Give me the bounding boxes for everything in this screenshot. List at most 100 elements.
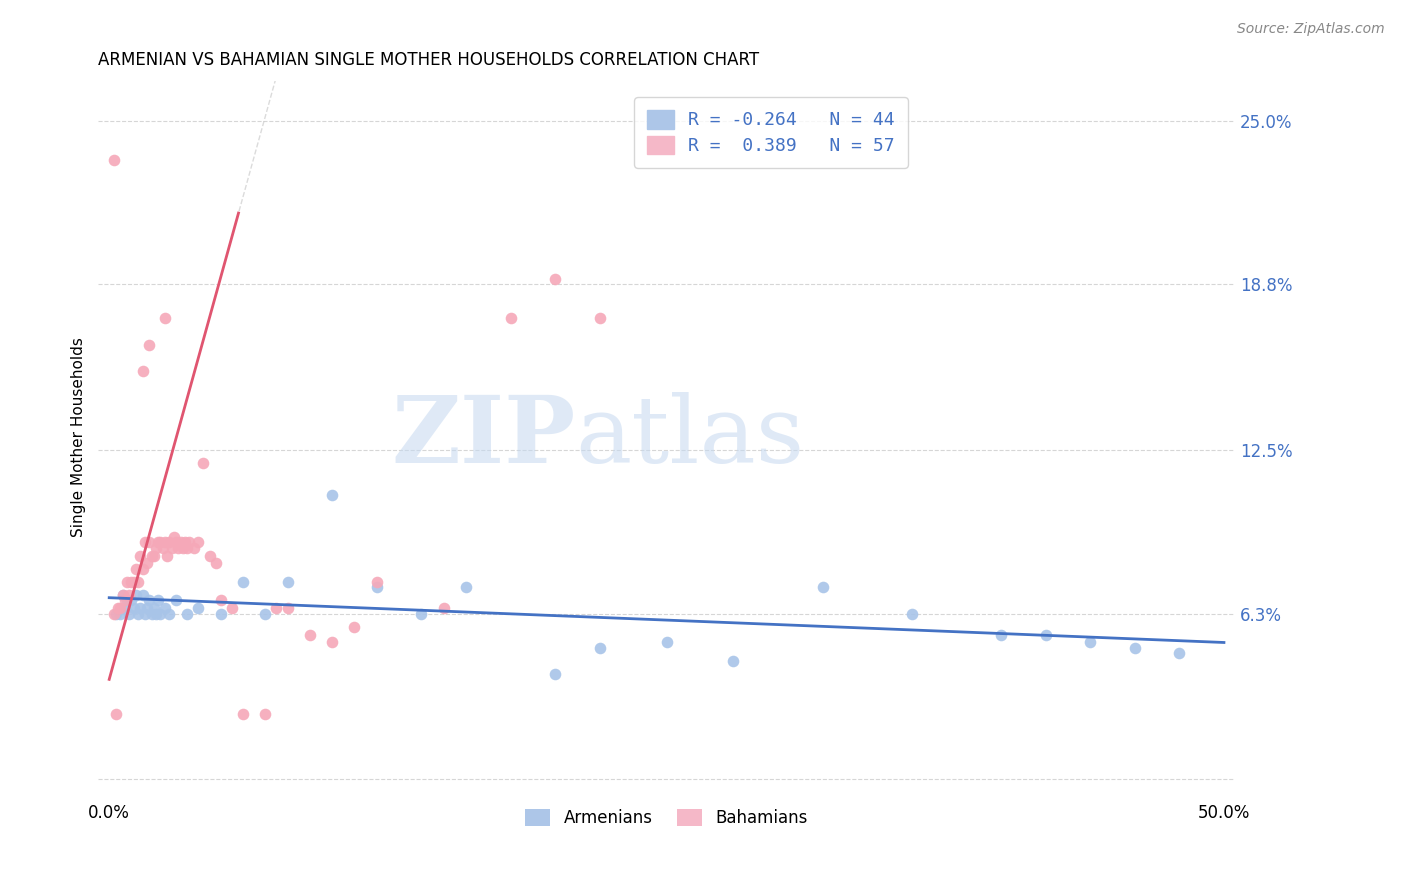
- Point: [103, 153, 125, 168]
- Point: [153, 601, 176, 615]
- Point: [198, 549, 221, 563]
- Point: [104, 706, 127, 721]
- Point: [277, 601, 299, 615]
- Point: [134, 607, 156, 621]
- Point: [115, 593, 138, 607]
- Point: [131, 588, 153, 602]
- Point: [121, 593, 143, 607]
- Point: [1168, 646, 1191, 660]
- Point: [118, 607, 141, 621]
- Point: [544, 272, 567, 286]
- Point: [138, 593, 160, 607]
- Point: [232, 706, 254, 721]
- Point: [655, 635, 678, 649]
- Point: [321, 635, 343, 649]
- Point: [183, 541, 205, 555]
- Point: [125, 562, 148, 576]
- Point: [104, 607, 127, 621]
- Point: [138, 338, 160, 352]
- Point: [167, 541, 190, 555]
- Point: [114, 593, 136, 607]
- Point: [110, 607, 132, 621]
- Point: [118, 588, 141, 602]
- Point: [1078, 635, 1101, 649]
- Point: [107, 601, 129, 615]
- Point: [1123, 640, 1146, 655]
- Point: [179, 535, 201, 549]
- Point: [141, 549, 163, 563]
- Point: [156, 549, 179, 563]
- Point: [136, 557, 159, 571]
- Point: [343, 620, 366, 634]
- Point: [157, 535, 180, 549]
- Point: [152, 541, 174, 555]
- Point: [142, 601, 165, 615]
- Text: Source: ZipAtlas.com: Source: ZipAtlas.com: [1237, 22, 1385, 37]
- Point: [157, 607, 180, 621]
- Text: ARMENIAN VS BAHAMIAN SINGLE MOTHER HOUSEHOLDS CORRELATION CHART: ARMENIAN VS BAHAMIAN SINGLE MOTHER HOUSE…: [98, 51, 759, 69]
- Point: [499, 311, 522, 326]
- Point: [138, 535, 160, 549]
- Legend: Armenians, Bahamians: Armenians, Bahamians: [519, 803, 814, 834]
- Point: [131, 364, 153, 378]
- Point: [254, 607, 277, 621]
- Point: [136, 601, 159, 615]
- Point: [114, 601, 136, 615]
- Point: [990, 627, 1012, 641]
- Point: [121, 574, 143, 589]
- Point: [176, 607, 198, 621]
- Point: [122, 574, 145, 589]
- Point: [298, 627, 321, 641]
- Point: [454, 580, 477, 594]
- Point: [266, 601, 288, 615]
- Point: [1035, 627, 1057, 641]
- Point: [209, 607, 232, 621]
- Text: atlas: atlas: [575, 392, 804, 482]
- Point: [589, 640, 612, 655]
- Point: [277, 574, 299, 589]
- Point: [115, 574, 138, 589]
- Point: [153, 311, 176, 326]
- Point: [103, 607, 125, 621]
- Point: [191, 456, 214, 470]
- Point: [723, 654, 745, 668]
- Point: [131, 562, 153, 576]
- Point: [811, 580, 834, 594]
- Point: [172, 541, 194, 555]
- Point: [149, 535, 172, 549]
- Point: [145, 607, 167, 621]
- Point: [165, 593, 187, 607]
- Point: [149, 607, 172, 621]
- Point: [145, 541, 167, 555]
- Point: [169, 535, 191, 549]
- Point: [148, 535, 170, 549]
- Point: [127, 607, 149, 621]
- Point: [122, 601, 145, 615]
- Point: [187, 535, 209, 549]
- Point: [174, 535, 197, 549]
- Point: [544, 667, 567, 681]
- Point: [176, 541, 198, 555]
- Point: [142, 549, 165, 563]
- Point: [163, 530, 186, 544]
- Point: [134, 535, 156, 549]
- Point: [129, 601, 152, 615]
- Point: [901, 607, 924, 621]
- Point: [209, 593, 232, 607]
- Point: [221, 601, 243, 615]
- Point: [129, 549, 152, 563]
- Point: [254, 706, 277, 721]
- Point: [589, 311, 612, 326]
- Point: [153, 535, 176, 549]
- Point: [111, 588, 134, 602]
- Point: [205, 557, 228, 571]
- Point: [366, 574, 388, 589]
- Point: [111, 588, 134, 602]
- Text: ZIP: ZIP: [391, 392, 575, 482]
- Y-axis label: Single Mother Households: Single Mother Households: [72, 337, 86, 537]
- Point: [165, 535, 187, 549]
- Point: [411, 607, 433, 621]
- Point: [232, 574, 254, 589]
- Point: [160, 541, 183, 555]
- Point: [366, 580, 388, 594]
